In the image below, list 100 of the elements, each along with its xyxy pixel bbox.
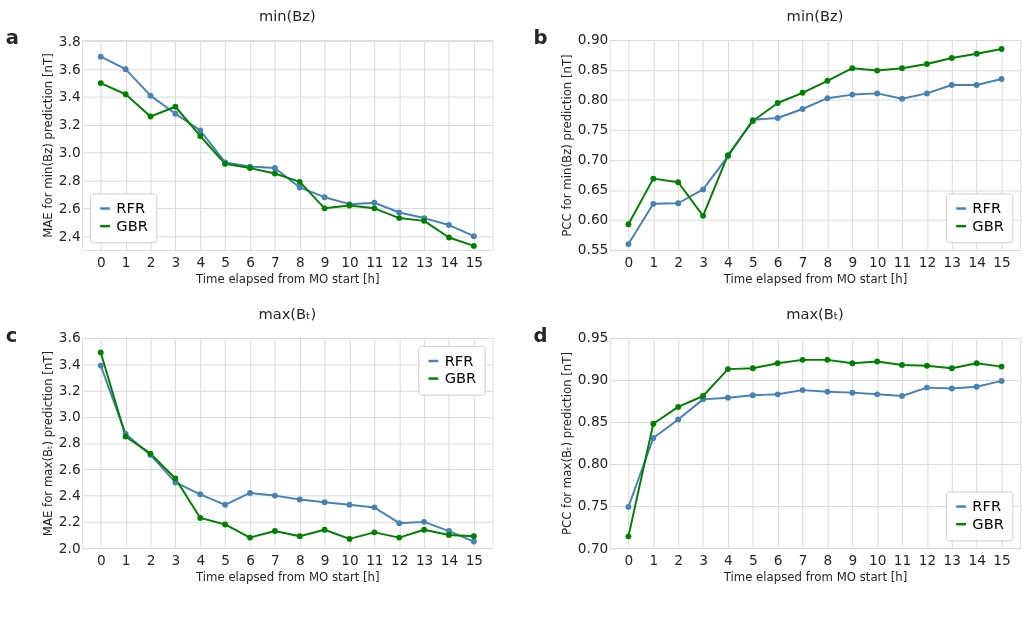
point [222,521,229,528]
point [396,534,403,541]
y-tick-label: 2.4 [58,486,81,503]
point [371,199,378,206]
x-tick-label: 8 [295,552,305,569]
x-tick-label: 2 [674,552,684,569]
point [97,349,104,356]
y-tick-label: 0.90 [577,371,609,388]
point [923,362,930,369]
point [97,80,104,87]
point [296,184,303,191]
point [675,179,682,186]
point [799,89,806,96]
x-tick-label: 6 [246,254,255,271]
x-tick-label: 4 [196,552,206,569]
x-tick-label: 11 [366,254,384,271]
point [849,65,856,72]
point [470,538,477,545]
point [923,90,930,97]
point [346,536,353,542]
point [725,394,731,401]
point [998,76,1005,82]
x-tick-label: 7 [798,254,808,271]
x-tick-label: 6 [773,552,783,569]
point [874,391,881,398]
point [271,165,278,171]
point [899,65,905,72]
chart-title: max(Bₜ) [258,305,317,323]
point [899,361,905,368]
x-tick-label: 12 [918,552,937,569]
x-tick-label: 15 [993,254,1011,271]
y-tick-label: 0.90 [577,31,609,48]
point [998,363,1005,370]
point [172,110,179,117]
x-tick-label: 3 [171,552,181,569]
point [396,215,403,221]
point [396,520,403,527]
point [470,233,477,240]
point [725,366,731,373]
y-tick-label: 0.70 [577,539,609,556]
point [650,175,657,182]
y-tick-label: 0.95 [577,329,609,346]
x-tick-label: 15 [465,552,484,569]
y-tick-label: 3.4 [58,88,81,105]
x-tick-label: 0 [624,254,634,271]
point [774,115,781,121]
y-tick-label: 3.6 [58,329,81,346]
y-tick-label: 0.85 [577,61,609,78]
point [824,356,831,363]
x-tick-label: 5 [748,552,758,569]
x-tick-label: 2 [674,254,684,271]
y-tick-label: 0.80 [577,455,609,472]
point [774,391,781,398]
point [824,388,831,395]
x-tick-label: 4 [724,254,733,271]
point [749,365,756,372]
text: c [5,323,18,347]
x-tick-label: 7 [271,254,280,271]
legend-label: GBR [972,515,1004,533]
point [147,92,154,99]
point [824,77,831,84]
point [371,504,378,511]
legend-label: GBR [972,217,1004,235]
point [625,533,632,540]
x-axis-title: Time elapsed from MO start [h] [194,569,380,584]
point [749,392,756,399]
x-tick-label: 9 [848,552,858,569]
point [774,100,781,106]
y-tick-label: 3.2 [58,381,81,398]
chart-title: min(Bz) [786,7,844,25]
point [296,533,303,540]
point [625,241,632,247]
x-tick-label: 2 [146,254,156,271]
x-tick-label: 14 [440,254,459,271]
point [421,526,428,533]
x-tick-label: 8 [823,254,833,271]
x-tick-label: 7 [271,552,280,569]
point [421,518,428,525]
y-tick-label: 0.70 [577,151,609,168]
x-tick-label: 3 [171,254,181,271]
y-tick-label: 2.0 [58,539,81,556]
y-tick-label: 2.2 [58,513,81,530]
point [998,46,1005,52]
x-tick-label: 5 [748,254,758,271]
y-tick-label: 2.8 [58,434,81,451]
point [446,234,452,241]
point [321,526,328,533]
y-tick-label: 0.60 [577,211,609,228]
point [346,501,353,508]
x-tick-label: 14 [968,552,986,569]
point [973,50,980,57]
text: b [533,25,548,49]
point [874,67,881,74]
point [675,404,682,410]
point [650,420,657,427]
point [899,393,905,399]
x-tick-label: 8 [823,552,833,569]
x-tick-label: 13 [415,552,434,569]
y-tick-label: 3.4 [58,355,81,372]
x-tick-label: 12 [918,254,937,271]
